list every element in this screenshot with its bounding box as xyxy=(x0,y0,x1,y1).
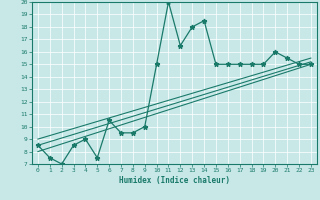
X-axis label: Humidex (Indice chaleur): Humidex (Indice chaleur) xyxy=(119,176,230,185)
